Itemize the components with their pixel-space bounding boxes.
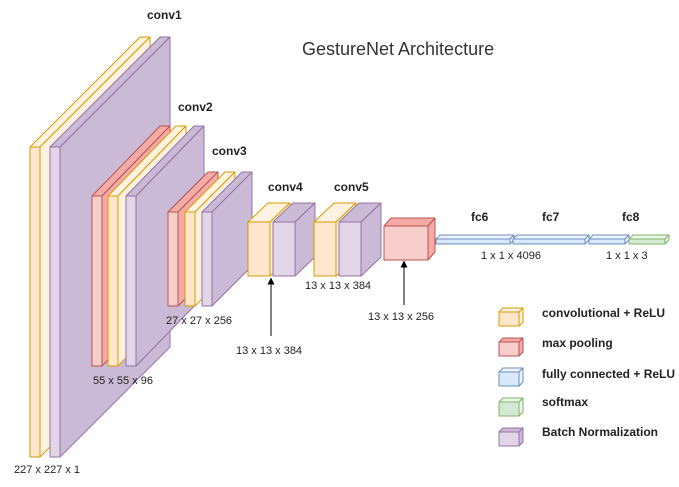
fc8-label: fc8 (622, 210, 640, 224)
legend-label-softmax: softmax (542, 395, 588, 409)
conv3-dim-label: 13 x 13 x 384 (236, 345, 302, 357)
conv1-label: conv1 (147, 8, 182, 22)
input-dim-label: 227 x 227 x 1 (14, 464, 80, 476)
legend-label-fc: fully connected + ReLU (542, 367, 675, 381)
conv4-bn-block (272, 202, 316, 277)
page-title: GestureNet Architecture (302, 39, 494, 59)
conv4-label: conv4 (268, 180, 303, 194)
conv5-bn-block (338, 202, 382, 277)
legend-label-conv: convolutional + ReLU (542, 306, 665, 320)
pool5-block (383, 217, 436, 261)
layer-blocks (29, 36, 670, 458)
pool5-dim-label: 13 x 13 x 256 (368, 311, 434, 323)
legend-swatch-conv (498, 307, 524, 327)
fc6-block (435, 234, 515, 245)
fc8-dim-label: 1 x 1 x 3 (606, 250, 648, 262)
legend-swatch-bn (498, 427, 524, 447)
legend-label-pool: max pooling (542, 336, 613, 350)
fc7-label: fc7 (542, 210, 560, 224)
conv5-label: conv5 (334, 180, 369, 194)
conv2-dim-label: 27 x 27 x 256 (166, 315, 232, 327)
legend-swatch-fc (498, 367, 524, 387)
conv4-dim-label: 13 x 13 x 384 (305, 280, 371, 292)
conv2-label: conv2 (178, 100, 213, 114)
fc7-block (512, 234, 590, 245)
legend-swatches (498, 307, 524, 447)
fc8-softmax-block (628, 234, 670, 245)
conv3-bn-block (201, 171, 253, 307)
conv3-label: conv3 (212, 144, 247, 158)
conv1-dim-label: 55 x 55 x 96 (93, 375, 153, 387)
fc67-dim-label: 1 x 1 x 4096 (481, 250, 541, 262)
legend-label-bn: Batch Normalization (542, 425, 658, 439)
legend-swatch-softmax (498, 397, 524, 417)
fc8-fc-block (588, 234, 630, 245)
legend-swatch-pool (498, 337, 524, 357)
fc6-label: fc6 (471, 210, 489, 224)
